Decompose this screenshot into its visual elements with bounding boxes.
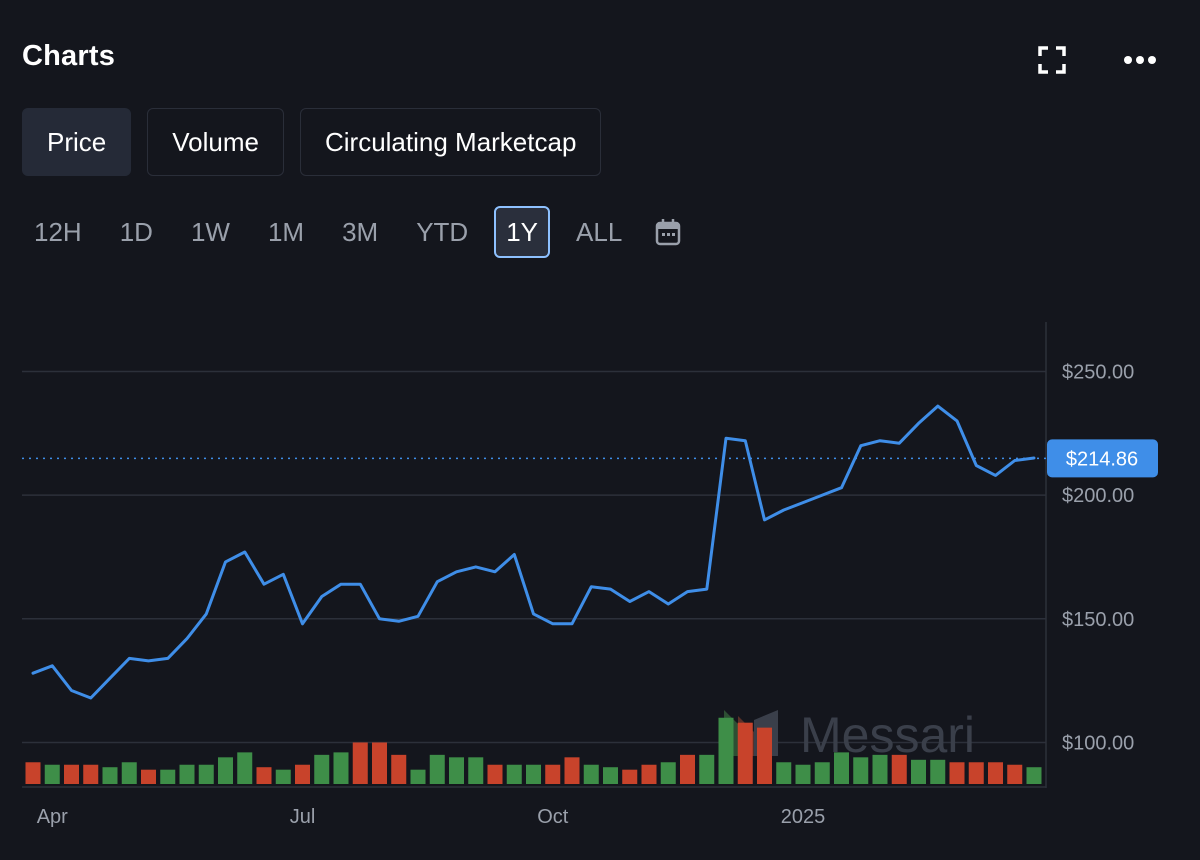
volume-bar [795, 764, 811, 784]
time-range-selector: 12H 1D 1W 1M 3M YTD 1Y ALL [22, 206, 688, 258]
x-tick-label: Apr [37, 806, 68, 828]
more-icon [1124, 56, 1156, 64]
volume-bar [756, 727, 773, 784]
more-options-button[interactable] [1120, 38, 1160, 82]
y-tick-label: $150.00 [1062, 609, 1134, 631]
price-line-group [31, 404, 1036, 700]
volume-bar [641, 764, 657, 784]
volume-bar [429, 754, 445, 784]
volume-bar [160, 769, 176, 784]
volume-bar [583, 764, 599, 784]
volume-bar [1007, 764, 1023, 784]
chart-type-tabs: Price Volume Circulating Marketcap [22, 108, 602, 176]
y-tick-label: $200.00 [1062, 485, 1134, 507]
fullscreen-button[interactable] [1032, 38, 1072, 82]
volume-bar [525, 764, 542, 784]
volume-bar [968, 762, 984, 784]
x-tick-label: 2025 [781, 806, 826, 828]
volume-bar [44, 764, 60, 784]
volume-bar [63, 764, 80, 784]
volume-bar [487, 764, 503, 784]
volume-bar [25, 762, 41, 784]
volume-bar [468, 757, 484, 784]
volume-bar [333, 752, 349, 784]
volume-bar [140, 769, 157, 784]
x-axis-labels: Apr Jul Oct 2025 [37, 806, 826, 828]
tab-circulating-marketcap[interactable]: Circulating Marketcap [299, 108, 602, 176]
volume-bar [872, 754, 888, 784]
price-chart: Messari $100.00 $150.00 $200.00 $250.00 Apr… [22, 322, 1158, 828]
volume-bar [102, 767, 118, 784]
volume-bar [410, 769, 426, 784]
volume-bar [949, 762, 965, 784]
volume-bar [275, 769, 291, 784]
range-ytd[interactable]: YTD [416, 216, 469, 247]
volume-bar [391, 754, 407, 784]
volume-bar [179, 764, 195, 784]
volume-bar [1026, 767, 1042, 784]
volume-bar [256, 767, 272, 784]
volume-bar [352, 742, 368, 784]
volume-bar [314, 754, 330, 784]
volume-bar [448, 757, 465, 784]
y-tick-label: $100.00 [1062, 732, 1134, 754]
volume-bar [660, 762, 676, 784]
current-price-label: $214.86 [1066, 448, 1138, 470]
y-axis-labels: $100.00 $150.00 $200.00 $250.00 [1062, 361, 1134, 754]
volume-bar [564, 757, 580, 784]
volume-bar [833, 752, 850, 784]
volume-bar [622, 769, 638, 784]
grid-lines [22, 370, 1046, 744]
volume-bar [699, 754, 715, 784]
volume-bar [737, 722, 753, 784]
range-1w[interactable]: 1W [190, 216, 230, 247]
volume-bar [371, 742, 388, 784]
current-price-badge [1047, 439, 1158, 478]
range-12h[interactable]: 12H [34, 216, 82, 247]
fullscreen-icon [1038, 46, 1066, 74]
volume-bar [237, 752, 253, 784]
volume-bar [910, 759, 927, 784]
volume-bar [679, 754, 696, 784]
volume-bar [121, 762, 137, 784]
tab-volume[interactable]: Volume [147, 108, 284, 176]
volume-bar [718, 717, 734, 784]
range-1d[interactable]: 1D [119, 216, 153, 247]
volume-bar [83, 764, 99, 784]
range-1y[interactable]: 1Y [494, 206, 551, 258]
watermark-text: Messari [800, 707, 975, 763]
date-picker-button[interactable] [648, 206, 688, 258]
volume-bar [814, 762, 830, 784]
volume-bar [602, 767, 619, 784]
calendar-icon [656, 219, 681, 246]
volume-bar [545, 764, 561, 784]
volume-bar [891, 754, 907, 784]
price-line [31, 404, 1036, 700]
volume-bar [217, 757, 234, 784]
volume-bar [506, 764, 522, 784]
header-actions [1032, 38, 1160, 82]
x-tick-label: Jul [290, 806, 316, 828]
volume-bar [198, 764, 214, 784]
range-all[interactable]: ALL [576, 216, 623, 247]
volume-bar [930, 759, 946, 784]
y-tick-label: $250.00 [1062, 361, 1134, 383]
x-tick-label: Oct [537, 806, 569, 828]
volume-bar [776, 762, 792, 784]
range-3m[interactable]: 3M [342, 216, 379, 247]
tab-price[interactable]: Price [22, 108, 132, 176]
page-title: Charts [22, 40, 116, 72]
volume-bar [294, 764, 311, 784]
volume-bars [25, 717, 1042, 784]
range-1m[interactable]: 1M [267, 216, 305, 247]
current-price-marker: $214.86 [22, 439, 1158, 478]
volume-bar [853, 757, 869, 784]
volume-bar [987, 762, 1004, 784]
